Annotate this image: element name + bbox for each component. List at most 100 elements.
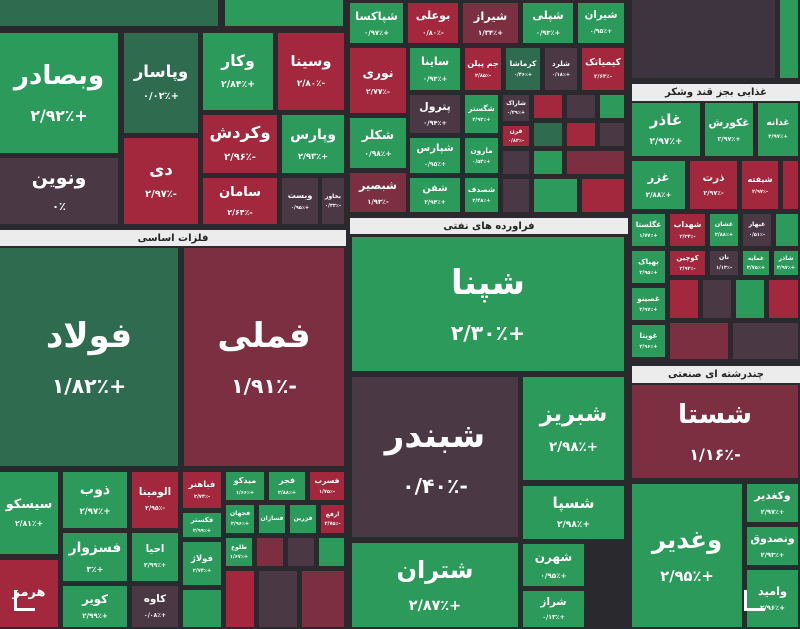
stock-tile: شاراک +۰/۲۹٪ <box>503 95 529 121</box>
change: ۰٪ <box>52 200 66 214</box>
symbol: سیسکو <box>5 496 53 512</box>
stock-tile: شاذر +۲/۹۷٪ <box>774 251 798 275</box>
change: +۲/۹۷٪ <box>639 307 658 314</box>
stock-tile: میدکو +۱/۶۶٪ <box>226 472 264 500</box>
symbol: فولاد <box>45 315 133 356</box>
symbol: فولاژ <box>191 552 213 563</box>
change: +۰/۹۵٪ <box>589 28 613 36</box>
symbol: شیراز <box>473 8 508 23</box>
stock-tile: نان -۱/۱۳٪ <box>710 251 738 275</box>
symbol: قرن <box>509 127 523 135</box>
symbol: غشان <box>714 221 734 229</box>
change: +۲/۸۱٪ <box>14 519 44 529</box>
stock-tile: ذوب +۲/۹۷٪ <box>63 472 127 528</box>
filler-tile <box>670 280 698 318</box>
change: +۰/۹۵٪ <box>424 160 446 168</box>
change: +۰/۵۴٪ <box>472 158 491 165</box>
symbol: شبندر <box>384 415 486 456</box>
symbol: ونوین <box>31 168 87 190</box>
change: +۲/۹۹٪ <box>192 527 212 534</box>
symbol: وسینا <box>290 53 332 71</box>
corner-mark <box>744 590 765 611</box>
change: +۲/۸۴٪ <box>221 79 256 91</box>
stock-tile: شستا -۱/۱۶٪ <box>632 385 798 478</box>
symbol: فزرین <box>293 515 313 523</box>
symbol: جم پیلن <box>467 58 499 68</box>
change: +۱/۶۶٪ <box>235 489 255 496</box>
section-title: چندرشته ای صنعتی <box>632 366 800 383</box>
stock-tile: ارفع -۲/۷۵٪ <box>321 505 344 533</box>
stock-tile: بهپاک +۲/۹۵٪ <box>632 251 665 283</box>
filler-tile <box>582 179 624 212</box>
change: +۲/۸۸٪ <box>277 489 297 496</box>
symbol: شلرد <box>552 58 570 68</box>
stock-tile: فباهنر -۲/۷۴٪ <box>183 472 221 508</box>
change: -۲/۹۲٪ <box>679 265 696 272</box>
change: -۲/۹۷٪ <box>703 190 724 198</box>
change: +۲/۹۹٪ <box>143 562 167 570</box>
change: +۲/۹۷٪ <box>760 508 785 517</box>
stock-tile: وسینا -۲/۸۰٪ <box>278 33 344 110</box>
change: -۱/۹۱٪ <box>231 374 297 398</box>
filler-tile <box>0 0 218 26</box>
stock-tile: شبصیر -۱/۹۳٪ <box>350 173 406 212</box>
symbol: فجهان <box>229 510 251 518</box>
stock-tile: شسپا +۲/۹۸٪ <box>523 486 624 539</box>
stock-tile: بخاور -۰/۳۳٪ <box>322 178 344 224</box>
filler-tile <box>288 538 314 566</box>
stock-tile: احیا +۲/۹۹٪ <box>132 533 178 581</box>
stock-tile: شپلی +۰/۹۳٪ <box>523 3 573 43</box>
section-title: فلزات اساسی <box>0 230 346 246</box>
filler-tile <box>183 590 221 627</box>
change: +۲/۹۵٪ <box>660 567 714 585</box>
symbol: غمایه <box>747 254 765 262</box>
change: +۲/۸۸٪ <box>714 232 734 239</box>
stock-tile: وامید +۲/۹۶٪ <box>747 570 798 627</box>
change: +۲/۹۸٪ <box>556 520 591 531</box>
stock-tile: وبست +۰/۹۵٪ <box>282 178 318 224</box>
stock-tile: غدانه +۲/۹۷٪ <box>758 103 798 156</box>
symbol: وکغدیر <box>754 489 791 503</box>
change: +۰/۹۳٪ <box>422 74 448 83</box>
symbol: غبهار <box>748 221 766 229</box>
symbol: ذرت <box>702 171 725 184</box>
filler-tile <box>703 280 731 318</box>
filler-tile <box>776 214 798 246</box>
change: +۱/۳۴٪ <box>478 28 503 37</box>
stock-tile: شکلر +۰/۹۸٪ <box>350 118 406 168</box>
symbol: شسپا <box>552 493 595 512</box>
filler-tile <box>534 151 562 174</box>
stock-tile: شگستر +۲/۹۲٪ <box>465 95 498 133</box>
stock-tile: فولاژ +۲/۷۴٪ <box>183 542 221 585</box>
stock-tile: فولاد +۱/۸۲٪ <box>0 248 178 466</box>
filler-tile <box>226 571 254 627</box>
symbol: فجر <box>279 475 295 485</box>
stock-tile: مارون +۰/۵۴٪ <box>465 138 498 173</box>
symbol: کویر <box>82 591 108 606</box>
filler-tile <box>736 280 764 318</box>
change: +۲/۹۹٪ <box>82 611 108 621</box>
stock-tile: وبصادر +۲/۹۲٪ <box>0 33 118 153</box>
stock-tile: وغدیر +۲/۹۵٪ <box>632 484 742 627</box>
symbol: شپلی <box>532 9 564 23</box>
change: +۰/۴۶٪ <box>513 72 533 79</box>
change: +۲/۸۷٪ <box>408 598 462 614</box>
stock-tile: کوچین -۲/۹۲٪ <box>670 251 705 275</box>
filler-tile <box>769 280 798 318</box>
symbol: غصینو <box>637 294 660 304</box>
filler-tile <box>319 538 344 566</box>
stock-tile: ذرت -۲/۹۷٪ <box>690 161 737 209</box>
symbol: غویتا <box>639 331 658 341</box>
stock-tile: فملی -۱/۹۱٪ <box>184 248 344 466</box>
change: -۱/۱۶٪ <box>689 444 741 464</box>
filler-tile <box>733 323 798 359</box>
filler-tile <box>259 571 297 627</box>
change: +۰/۱۳٪ <box>542 614 565 622</box>
stock-tile: وپاسار +۰/۰۲٪ <box>124 33 198 133</box>
stock-tile: غکورش +۲/۹۷٪ <box>705 103 753 156</box>
symbol: هرمز <box>12 585 46 601</box>
symbol: شاذر <box>778 254 794 262</box>
change: +۲/۹۶٪ <box>760 604 785 613</box>
symbol: مارون <box>470 145 493 155</box>
